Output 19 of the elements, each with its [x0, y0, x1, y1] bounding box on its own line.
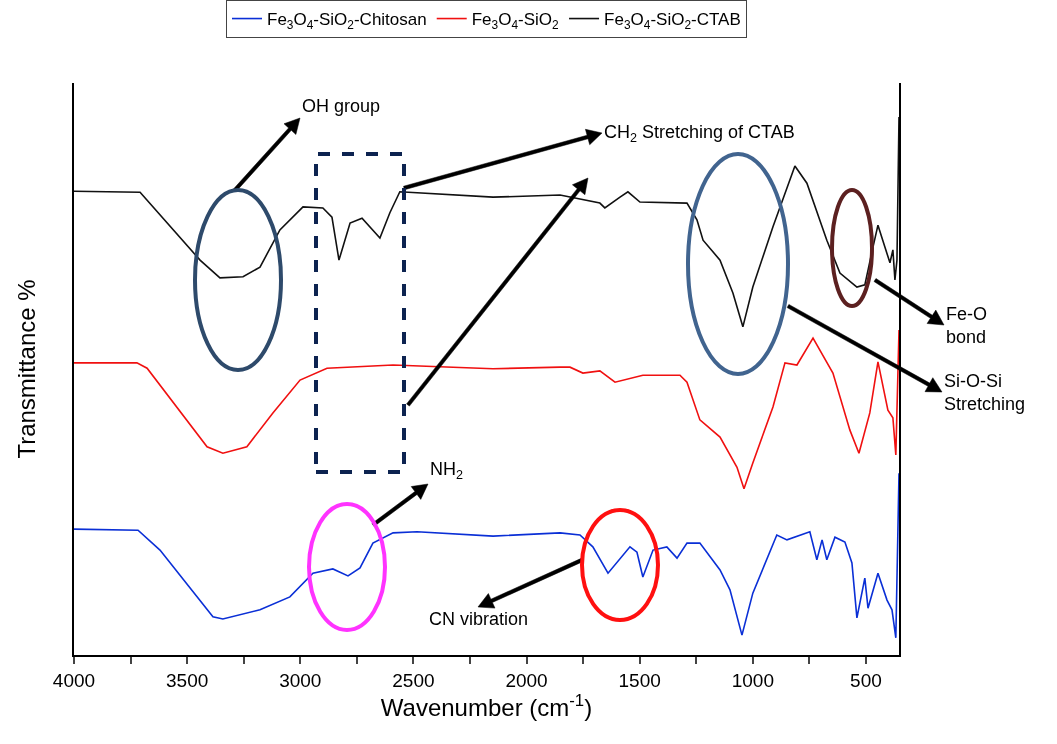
- x-axis-title: Wavenumber (cm$^{-1}$): [380, 690, 593, 721]
- x-tick-label: 2500: [392, 669, 435, 691]
- legend-label: Fe$_{3}$O$_{4}$-SiO$_{2}$-Chitosan: [267, 10, 427, 32]
- x-tick-label: 4000: [52, 669, 96, 691]
- text: OH group: [302, 96, 381, 116]
- x-tick-label: 2000: [505, 669, 548, 691]
- text: Si-O-Si Stretching: [944, 371, 1026, 415]
- x-tick-label: 1000: [731, 669, 774, 691]
- text: Fe-O bond: [946, 304, 988, 348]
- x-tick-label: 3000: [279, 669, 322, 691]
- annotation: NH$_{2}$: [430, 459, 464, 482]
- annotation: CH$_{2}$ Stretching of CTAB: [604, 122, 795, 145]
- x-tick-label: 500: [850, 669, 882, 691]
- legend-label: Fe$_{3}$O$_{4}$-SiO$_{2}$-CTAB: [604, 10, 741, 32]
- annotation: CN vibration: [429, 609, 529, 629]
- x-tick-label: 1500: [618, 669, 661, 691]
- y-axis-title: Transmittance %: [12, 279, 40, 459]
- x-tick-label: 3500: [166, 669, 209, 691]
- legend-label: Fe$_{3}$O$_{4}$-SiO$_{2}$: [471, 10, 560, 32]
